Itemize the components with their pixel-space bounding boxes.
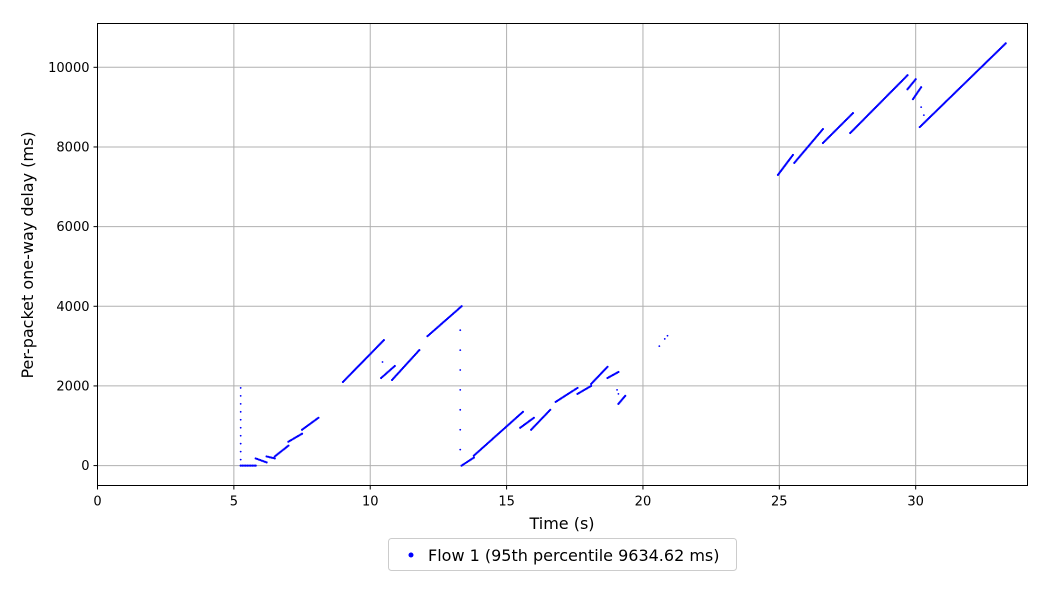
- data-point: [459, 408, 462, 411]
- data-point: [239, 426, 242, 429]
- y-tick-label: 8000: [56, 140, 89, 155]
- data-point: [590, 384, 593, 388]
- x-tick-label: 25: [771, 495, 788, 510]
- data-point: [1004, 42, 1007, 45]
- x-axis-title: Time (s): [528, 514, 594, 533]
- data-point: [244, 464, 247, 467]
- data-point: [532, 416, 535, 419]
- x-tick-label: 30: [907, 495, 924, 510]
- legend-box: [388, 538, 737, 571]
- data-point: [270, 456, 273, 459]
- data-point: [252, 464, 256, 467]
- data-marks: [239, 42, 1007, 467]
- data-point: [239, 410, 242, 413]
- data-point: [382, 339, 385, 342]
- data-point: [617, 393, 620, 395]
- data-point: [246, 464, 249, 467]
- y-tick-label: 2000: [56, 379, 89, 394]
- data-point: [239, 418, 242, 421]
- data-point: [268, 456, 271, 459]
- x-ticks: 0 5 10 15 20 25 30: [93, 485, 924, 510]
- data-point: [459, 448, 462, 451]
- data-point: [658, 345, 661, 347]
- data-point: [616, 389, 618, 391]
- data-point: [239, 387, 242, 389]
- y-tick-label: 0: [81, 459, 89, 474]
- y-tick-label: 10000: [48, 61, 89, 76]
- data-point: [239, 394, 242, 397]
- data-point: [851, 112, 855, 115]
- data-point: [300, 432, 304, 435]
- data-point: [247, 464, 251, 467]
- data-point: [265, 455, 268, 458]
- data-point: [920, 106, 923, 109]
- data-point: [239, 450, 242, 453]
- data-point: [821, 127, 825, 131]
- legend-marker: [408, 552, 414, 558]
- data-point: [920, 86, 923, 89]
- data-point: [239, 464, 242, 467]
- data-point: [459, 369, 462, 371]
- x-tick-label: 15: [498, 495, 515, 510]
- data-point: [239, 402, 242, 405]
- data-point: [606, 365, 609, 368]
- x-tick-label: 0: [93, 495, 101, 510]
- data-point: [624, 394, 627, 397]
- data-point: [287, 444, 290, 447]
- data-point: [459, 389, 462, 391]
- y-tick-label: 4000: [56, 300, 89, 315]
- data-point: [254, 464, 257, 467]
- data-point: [666, 334, 669, 337]
- data-point: [549, 408, 552, 411]
- data-point: [459, 349, 462, 351]
- data-point: [906, 74, 909, 77]
- grid: [97, 23, 1028, 486]
- data-point: [239, 442, 242, 445]
- data-point: [251, 464, 254, 467]
- data-point: [663, 338, 666, 340]
- data-point: [265, 461, 268, 464]
- data-point: [317, 416, 320, 419]
- data-point: [418, 348, 421, 352]
- y-tick-label: 6000: [56, 220, 89, 235]
- data-point: [460, 305, 463, 308]
- data-point: [241, 464, 244, 467]
- y-ticks: 0 2000 4000 6000 8000 10000: [48, 61, 98, 474]
- data-point: [239, 434, 242, 437]
- data-point: [459, 329, 462, 332]
- x-tick-label: 20: [635, 495, 652, 510]
- data-point: [381, 361, 384, 363]
- data-point: [242, 464, 246, 467]
- data-point: [273, 457, 276, 460]
- x-tick-label: 5: [230, 495, 238, 510]
- data-point: [617, 370, 620, 374]
- legend: Flow 1 (95th percentile 9634.62 ms): [388, 538, 737, 571]
- x-tick-label: 10: [362, 495, 379, 510]
- legend-label: Flow 1 (95th percentile 9634.62 ms): [428, 546, 720, 565]
- data-point: [239, 458, 242, 461]
- data-point: [393, 364, 396, 368]
- y-axis-title: Per-packet one-way delay (ms): [18, 131, 37, 378]
- data-point: [249, 464, 252, 467]
- data-point: [521, 410, 525, 413]
- plot-frame: [97, 23, 1028, 486]
- data-point: [791, 153, 795, 157]
- data-point: [922, 114, 925, 116]
- data-point: [459, 428, 462, 431]
- data-point: [576, 386, 579, 390]
- data-point: [914, 78, 917, 81]
- data-point: [472, 456, 475, 459]
